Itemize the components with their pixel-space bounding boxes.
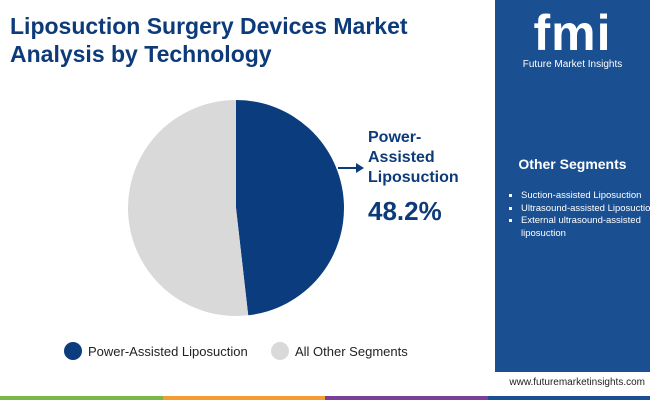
legend-swatch bbox=[64, 342, 82, 360]
legend-swatch bbox=[271, 342, 289, 360]
legend-item: All Other Segments bbox=[271, 342, 408, 360]
footer-strip bbox=[0, 396, 650, 400]
legend-label: All Other Segments bbox=[295, 343, 408, 359]
segment-item: Suction-assisted Liposuction bbox=[521, 190, 650, 203]
sidebar: fmi Future Market Insights Other Segment… bbox=[495, 0, 650, 372]
callout-arrow bbox=[356, 163, 364, 173]
legend-label: Power-Assisted Liposuction bbox=[88, 343, 248, 359]
callout-value: 48.2% bbox=[368, 196, 442, 226]
segment-list: Suction-assisted LiposuctionUltrasound-a… bbox=[507, 190, 650, 240]
brand: Future Market Insights bbox=[522, 59, 623, 70]
logo: fmi bbox=[533, 5, 612, 61]
heading: Other Segments bbox=[518, 156, 627, 172]
segment-item: External ultrasound-assisted liposuction bbox=[521, 215, 650, 240]
callout-label: Power-Assisted Liposuction bbox=[368, 129, 459, 186]
pie-slice bbox=[236, 100, 344, 316]
url: www.futuremarketinsights.com bbox=[509, 377, 645, 388]
segment-item: Ultrasound-assisted Liposuction bbox=[521, 203, 650, 216]
legend-item: Power-Assisted Liposuction bbox=[64, 342, 248, 360]
title: Liposuction Surgery Devices Market Analy… bbox=[10, 13, 408, 67]
pie-slice bbox=[128, 100, 249, 316]
chart bbox=[128, 100, 364, 316]
pie bbox=[128, 100, 344, 316]
